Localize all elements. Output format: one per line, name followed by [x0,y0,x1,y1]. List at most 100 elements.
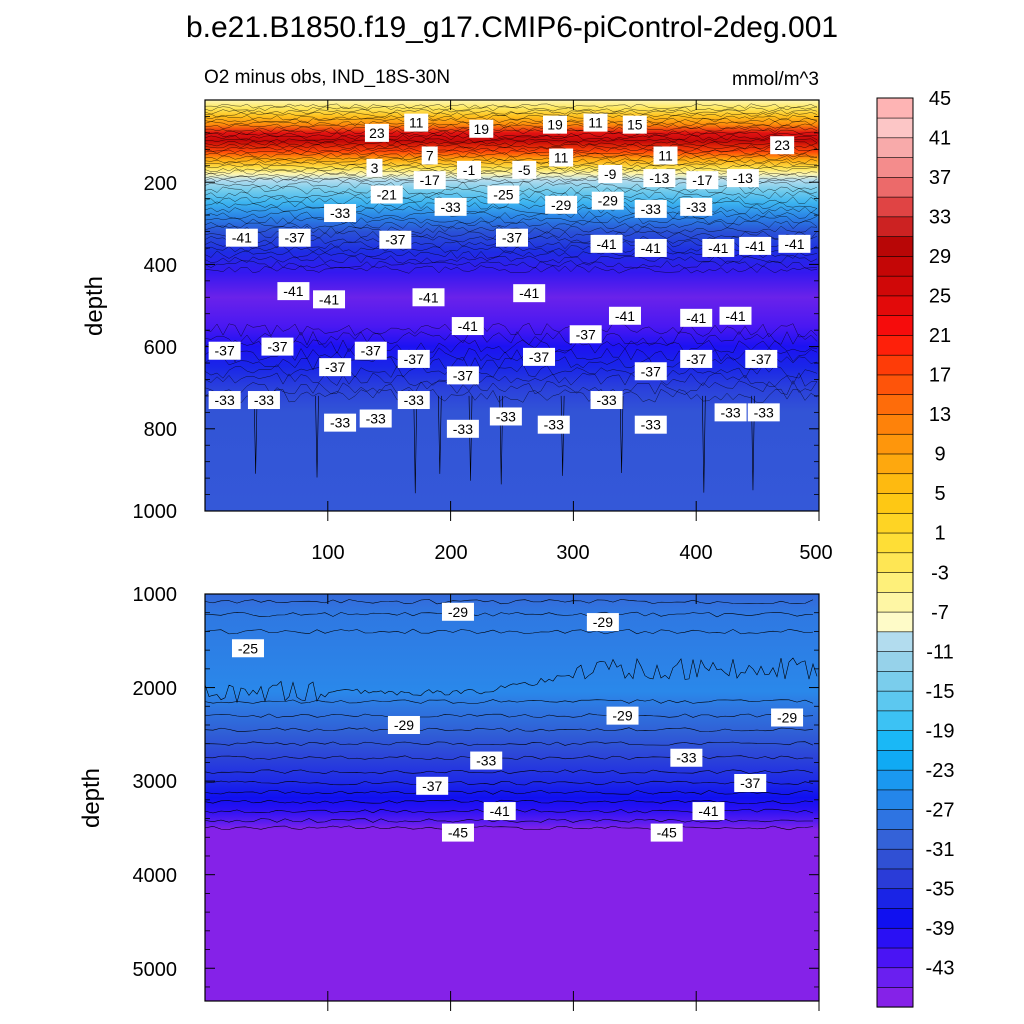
contour-label: -41 [608,306,641,325]
contour-label: -41 [513,284,546,303]
contour-label: -29 [771,708,804,727]
contour-label: -33 [680,197,713,216]
contour-label-box [278,228,311,247]
contour-label-box [569,325,602,344]
contour-label: -37 [634,362,667,381]
colorbar-box [876,236,914,257]
contour-label-box [650,823,683,842]
contour-label: -33 [634,199,667,218]
contour-label: 23 [770,136,795,155]
contour-label: -37 [379,230,412,249]
contour-line [204,628,814,635]
contour-label: -33 [470,751,503,770]
contour-label: -41 [719,306,752,325]
colorbar-label: 33 [929,207,951,229]
contour-label: -33 [324,413,357,432]
y-tick-label: 600 [144,337,177,359]
contour-label: -41 [634,238,667,257]
contour-label-box [364,123,389,142]
y-tick-label: 800 [144,419,177,441]
contour-line [204,114,818,121]
contour-line [204,149,818,155]
contour-label-text: 11 [658,147,673,163]
contour-label-box [354,341,387,360]
contour-label: -25 [487,185,520,204]
contour-label-box [512,160,537,179]
contour-label: -37 [446,366,479,385]
lower-panel: 1000 2000 3000 4000 5000 depth -29 -29 -25… [78,584,820,1011]
contour-label-box [734,773,767,792]
contour-label: -21 [370,185,403,204]
contour-label-box [680,349,713,368]
lower-y-axis-label: depth [78,768,105,828]
contour-label-text: -29 [448,604,468,620]
contour-label-box [470,751,503,770]
contour-label-box [404,113,429,132]
contour-label: 11 [404,113,429,132]
contour-label-text: -41 [232,230,252,246]
colorbar-box [876,730,914,751]
contour-line [204,143,818,150]
contour-label-box [231,639,264,658]
contour-label: -33 [247,391,280,410]
contour-label-text: -41 [698,803,718,819]
contour-label-box [634,199,667,218]
colorbar-label: -19 [926,720,955,742]
contour-label-text: -41 [708,240,728,256]
contour-label-box [586,613,619,632]
contour-label: -33 [434,197,467,216]
contour-label-text: -37 [740,775,760,791]
contour-label-text: 23 [369,125,385,141]
upper-ticks [205,100,820,521]
colorbar-box [876,947,914,969]
chart-subtitle: O2 minus obs, IND_18S-30N [204,67,450,88]
units-label: mmol/m^3 [732,69,819,90]
contour-label: -33 [634,415,667,434]
contour-label-text: -37 [325,359,345,375]
contour-line [204,260,818,269]
contour-label-text: -45 [657,825,677,841]
colorbar-label: -39 [926,918,955,940]
contour-label-text: -29 [612,708,632,724]
contour-label-box [483,802,516,821]
colorbar-label: -11 [926,641,953,663]
colorbar-label: 5 [934,483,945,505]
contour-label-text: -13 [733,170,753,186]
contour-label: -29 [545,195,578,214]
contour-label: -37 [416,776,449,795]
contour-line [204,215,818,225]
contour-line [204,330,818,346]
contour-label-text: -41 [745,238,765,254]
contour-label: 11 [549,148,574,167]
contour-label-text: -41 [283,283,303,299]
contour-label-box [583,113,608,132]
contour-label-box [513,284,546,303]
contour-label-text: -37 [686,351,706,367]
contour-label: -37 [397,349,430,368]
contour-label: 23 [364,123,389,142]
colorbar-label: 41 [929,128,951,150]
contour-line [204,220,818,230]
colorbar-box [876,809,914,830]
contour-line [751,395,755,491]
contour-label-box [686,171,719,190]
colorbar: 45 41 37 33 29 25 21 17 13 9 5 1 -3 -7 -11 -15 -19 -23 -27… [876,88,955,1008]
contour-line [204,106,818,112]
contour-label: 15 [622,115,647,134]
contour-line [702,395,706,493]
colorbar-box [876,137,914,158]
colorbar-box [876,631,914,652]
contour-line [204,699,814,704]
contour-label-text: -13 [649,170,669,186]
contour-label-text: -41 [784,236,804,252]
colorbar-box [876,374,914,396]
contour-label: -33 [714,403,747,422]
x-tick-label: 400 [679,542,712,564]
contour-line [204,741,814,746]
colorbar-label: 1 [934,523,945,545]
contour-label: -41 [702,238,735,257]
colorbar-box [876,571,914,593]
contour-label-text: 23 [774,137,790,153]
